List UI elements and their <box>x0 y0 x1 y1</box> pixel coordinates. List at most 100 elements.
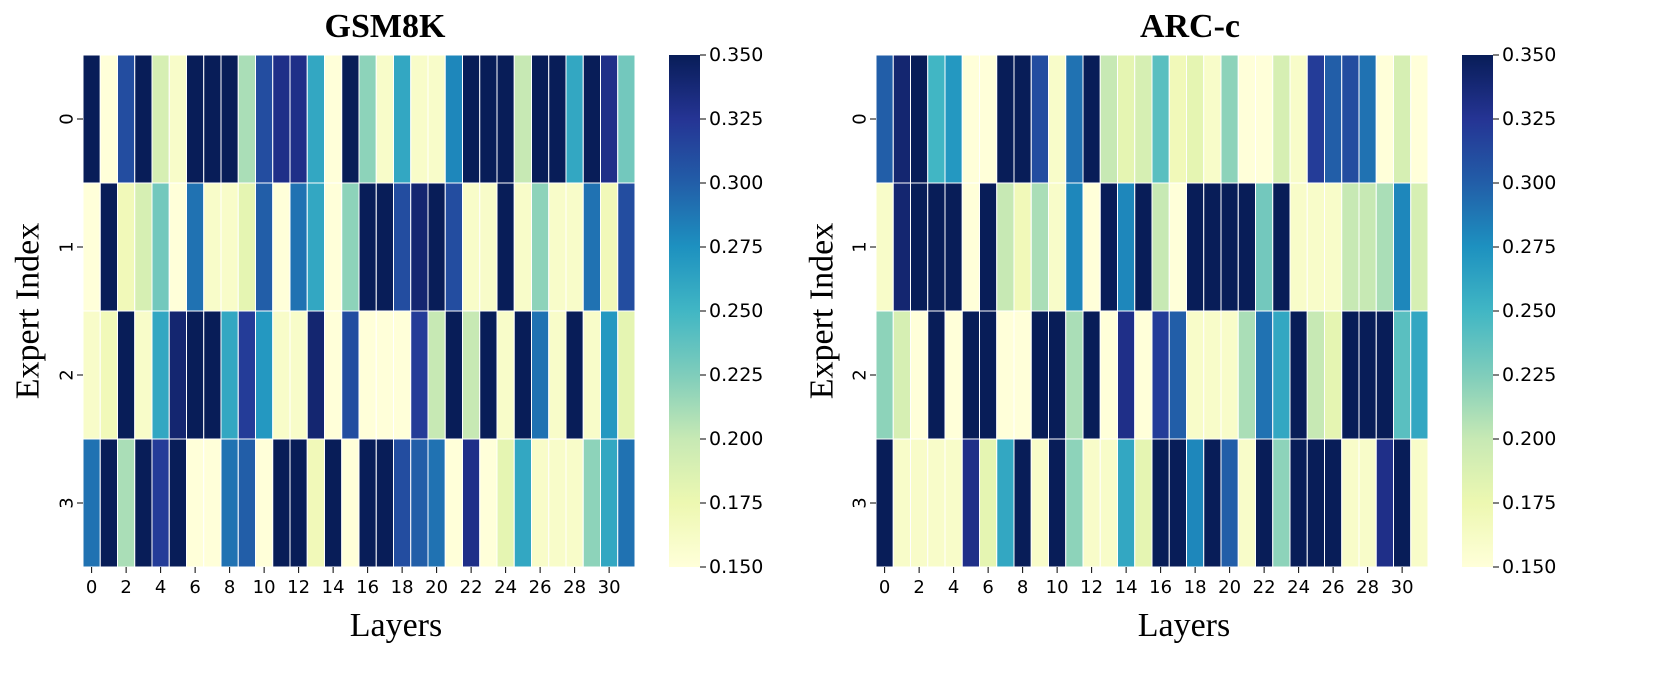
heatmap-cell-r1-c8 <box>1013 182 1032 312</box>
y-tick-label: 1 <box>850 241 871 252</box>
heatmap-cell-r3-c15 <box>341 438 360 568</box>
heatmap-cell-r2-c27 <box>548 310 567 440</box>
heatmap-cell-r3-c27 <box>548 438 567 568</box>
heatmap-cell-r1-c17 <box>1168 182 1187 312</box>
x-tick-label: 28 <box>1356 577 1379 598</box>
y-tick-label: 3 <box>57 497 78 508</box>
x-tick-label: 2 <box>120 577 131 598</box>
colorbar-tick-label: 0.225 <box>1502 364 1556 386</box>
heatmap-cell-r0-c26 <box>1324 54 1343 184</box>
heatmap-cell-r2-c5 <box>961 310 980 440</box>
heatmap-cell-r0-c2 <box>117 54 136 184</box>
heatmap-cell-r1-c27 <box>548 182 567 312</box>
heatmap-cell-r1-c31 <box>1410 182 1429 312</box>
x-tick-label: 20 <box>1218 577 1241 598</box>
heatmap-cell-r1-c5 <box>168 182 187 312</box>
heatmap-cell-r0-c23 <box>479 54 498 184</box>
heatmap-cell-r1-c6 <box>979 182 998 312</box>
heatmap-cell-r2-c26 <box>1324 310 1343 440</box>
x-tick-label: 24 <box>494 577 517 598</box>
heatmap-cell-r3-c11 <box>1065 438 1084 568</box>
colorbar-tick-label: 0.275 <box>1502 236 1556 258</box>
heatmap-cell-r2-c24 <box>496 310 515 440</box>
x-tick-label: 30 <box>598 577 621 598</box>
heatmap-cell-r1-c1 <box>892 182 911 312</box>
heatmap-cell-r3-c23 <box>1272 438 1291 568</box>
colorbar-tick-label: 0.175 <box>1502 492 1556 514</box>
heatmap-cell-r2-c20 <box>427 310 446 440</box>
colorbar-tick-label: 0.250 <box>1502 300 1556 322</box>
heatmap-cell-r1-c13 <box>1099 182 1118 312</box>
heatmap-cell-r2-c17 <box>375 310 394 440</box>
heatmap-cell-r3-c31 <box>617 438 636 568</box>
heatmap-cell-r0-c28 <box>565 54 584 184</box>
heatmap-cell-r3-c29 <box>1375 438 1394 568</box>
heatmap-cell-r2-c28 <box>1358 310 1377 440</box>
x-tick-label: 8 <box>1017 577 1028 598</box>
heatmap-cell-r2-c1 <box>99 310 118 440</box>
heatmap-cell-r0-c28 <box>1358 54 1377 184</box>
heatmap-cell-r0-c4 <box>151 54 170 184</box>
heatmap-cell-r0-c20 <box>1220 54 1239 184</box>
heatmap-cell-r3-c23 <box>479 438 498 568</box>
heatmap-cell-r2-c13 <box>306 310 325 440</box>
colorbar-tick-label: 0.275 <box>709 236 763 258</box>
heatmap-cell-r0-c3 <box>927 54 946 184</box>
heatmap-cell-r1-c19 <box>410 182 429 312</box>
heatmap-cell-r3-c24 <box>1289 438 1308 568</box>
heatmap-cell-r2-c3 <box>134 310 153 440</box>
heatmap-cell-r0-c21 <box>444 54 463 184</box>
heatmap-cell-r1-c22 <box>1255 182 1274 312</box>
heatmap-cell-r3-c3 <box>134 438 153 568</box>
heatmap-cell-r2-c19 <box>410 310 429 440</box>
heatmap-cell-r3-c14 <box>1117 438 1136 568</box>
heatmap-cell-r3-c9 <box>1030 438 1049 568</box>
x-tick-label: 20 <box>425 577 448 598</box>
heatmap-cell-r2-c9 <box>237 310 256 440</box>
chart-title: GSM8K <box>325 8 446 45</box>
heatmap-cell-r3-c1 <box>892 438 911 568</box>
heatmap-cell-r1-c15 <box>341 182 360 312</box>
heatmap-cell-r0-c20 <box>427 54 446 184</box>
heatmap-cell-r3-c29 <box>582 438 601 568</box>
x-tick-label: 24 <box>1287 577 1310 598</box>
y-tick-label: 0 <box>850 113 871 124</box>
heatmap-cell-r0-c0 <box>82 54 101 184</box>
heatmap-cell-r2-c6 <box>979 310 998 440</box>
heatmap-cell-r0-c19 <box>410 54 429 184</box>
heatmap-cell-r3-c20 <box>427 438 446 568</box>
heatmap-cell-r2-c15 <box>1134 310 1153 440</box>
heatmap-cell-r0-c27 <box>548 54 567 184</box>
heatmap-cell-r0-c15 <box>341 54 360 184</box>
x-tick-label: 10 <box>253 577 276 598</box>
heatmap-cell-r1-c24 <box>1289 182 1308 312</box>
heatmap-cell-r1-c3 <box>134 182 153 312</box>
heatmap-cell-r0-c21 <box>1237 54 1256 184</box>
heatmap-cell-r2-c28 <box>565 310 584 440</box>
heatmap-cell-r0-c12 <box>1082 54 1101 184</box>
heatmap-cell-r0-c13 <box>306 54 325 184</box>
heatmap-cell-r0-c24 <box>1289 54 1308 184</box>
heatmap-cell-r1-c29 <box>1375 182 1394 312</box>
heatmap-cell-r1-c13 <box>306 182 325 312</box>
heatmap-cell-r1-c2 <box>910 182 929 312</box>
heatmap-cell-r0-c1 <box>892 54 911 184</box>
heatmap-cell-r0-c6 <box>186 54 205 184</box>
heatmap-cell-r0-c24 <box>496 54 515 184</box>
heatmap-cell-r3-c30 <box>1393 438 1412 568</box>
heatmap-cell-r1-c11 <box>272 182 291 312</box>
x-tick-label: 0 <box>879 577 890 598</box>
heatmap-cell-r3-c2 <box>910 438 929 568</box>
heatmap-cell-r1-c17 <box>375 182 394 312</box>
heatmap-cell-r1-c18 <box>393 182 412 312</box>
heatmap-cell-r1-c29 <box>582 182 601 312</box>
heatmap-cell-r2-c27 <box>1341 310 1360 440</box>
x-tick-label: 2 <box>913 577 924 598</box>
heatmap-cell-r3-c2 <box>117 438 136 568</box>
heatmap-cell-r2-c13 <box>1099 310 1118 440</box>
heatmap-cell-r2-c21 <box>1237 310 1256 440</box>
heatmap-cell-r2-c22 <box>462 310 481 440</box>
heatmap-cell-r0-c17 <box>375 54 394 184</box>
heatmap-cell-r1-c3 <box>927 182 946 312</box>
heatmap-cell-r3-c5 <box>961 438 980 568</box>
